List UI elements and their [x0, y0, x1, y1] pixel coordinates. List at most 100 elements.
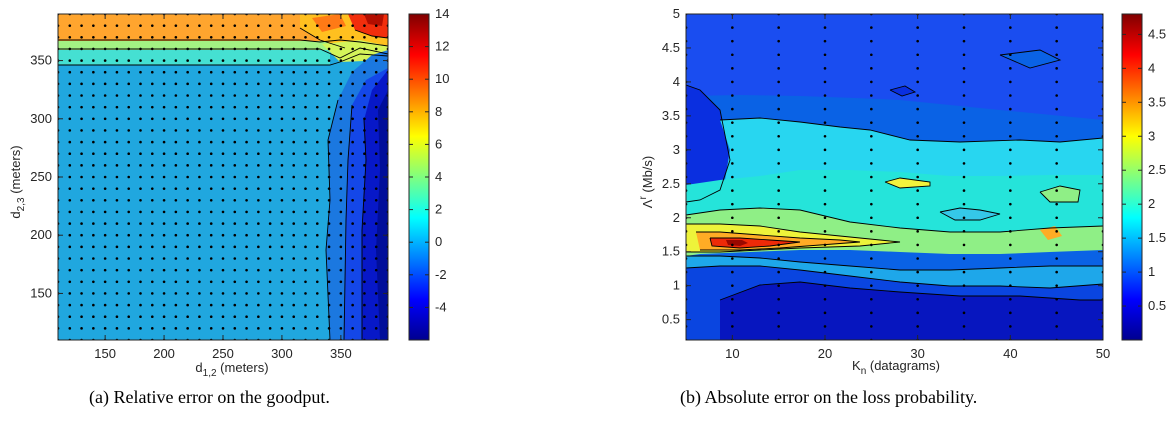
sample-point [80, 222, 83, 225]
sample-point [150, 70, 154, 74]
sample-point [777, 175, 780, 179]
sample-point [221, 245, 225, 249]
sample-point [327, 268, 331, 272]
sample-point [115, 140, 119, 144]
sample-point [209, 280, 213, 284]
sample-point [257, 187, 260, 190]
sample-point [174, 210, 178, 214]
region-a-band-38 [58, 49, 330, 65]
sample-point [103, 198, 107, 202]
sample-point [268, 59, 272, 62]
sample-point [80, 129, 83, 132]
sample-point [823, 134, 827, 138]
sample-point [351, 210, 354, 214]
sample-point [339, 117, 343, 121]
sample-point [916, 107, 919, 111]
sample-point [68, 280, 72, 284]
sample-point [292, 198, 296, 202]
sample-point [92, 164, 95, 167]
sample-point [139, 245, 142, 249]
sample-point [257, 35, 260, 39]
sample-point [92, 140, 95, 144]
sample-point [315, 35, 319, 39]
sample-point [777, 162, 780, 165]
sample-point [150, 315, 154, 319]
sample-point [162, 117, 166, 121]
sample-point [327, 222, 331, 225]
sample-point [92, 59, 95, 62]
sample-point [68, 198, 72, 202]
sample-point [92, 117, 95, 121]
sample-point [233, 82, 237, 86]
sample-point [292, 187, 296, 190]
sample-point [174, 292, 178, 295]
sample-point [315, 129, 319, 132]
sample-point [150, 303, 154, 307]
sample-point [127, 198, 131, 202]
sample-point [823, 26, 827, 29]
sample-point [339, 292, 343, 295]
sample-point [777, 257, 780, 260]
sample-point [103, 129, 107, 132]
sample-point [731, 26, 734, 29]
sample-point [1055, 270, 1058, 274]
sample-point [292, 210, 296, 214]
sample-point [174, 82, 178, 86]
sample-point [162, 140, 166, 144]
sample-point [139, 47, 142, 51]
sample-point [363, 117, 366, 121]
sample-point [327, 105, 331, 109]
sample-point [327, 59, 331, 62]
sample-point [221, 198, 225, 202]
sample-point [374, 245, 378, 249]
sample-point [1055, 80, 1058, 84]
sample-point [221, 210, 225, 214]
sample-point [363, 164, 366, 167]
sample-point [1055, 325, 1058, 328]
sample-point [268, 187, 272, 190]
sample-point [339, 245, 343, 249]
sample-point [103, 140, 107, 144]
sample-point [916, 243, 919, 247]
sample-point [1009, 202, 1012, 206]
sample-point [870, 243, 873, 247]
sample-point [823, 325, 827, 328]
sample-point [150, 257, 154, 260]
sample-point [127, 187, 131, 190]
sample-point [268, 198, 272, 202]
sample-point [127, 117, 131, 121]
sample-point [233, 47, 237, 51]
sample-point [777, 325, 780, 328]
sample-point [115, 35, 119, 39]
sample-point [351, 292, 354, 295]
sample-point [233, 152, 237, 156]
sample-point [198, 280, 201, 284]
sample-point [127, 210, 131, 214]
sample-point [80, 280, 83, 284]
sample-point [339, 187, 343, 190]
sample-point [186, 315, 189, 319]
sample-point [916, 189, 919, 192]
sample-point [115, 233, 119, 237]
sample-point [68, 257, 72, 260]
sample-point [268, 35, 272, 39]
sample-point [257, 59, 260, 62]
sample-point [777, 297, 780, 301]
sample-point [257, 70, 260, 74]
sample-point [315, 117, 319, 121]
sample-point [68, 327, 72, 330]
sample-point [233, 59, 237, 62]
contour-b-11 [939, 207, 1001, 221]
sample-point [162, 315, 166, 319]
sample-point [351, 140, 354, 144]
sample-point [823, 53, 827, 57]
sample-point [870, 297, 873, 301]
sample-point [870, 39, 873, 43]
sample-point [1009, 243, 1012, 247]
sample-point [363, 245, 366, 249]
sample-point [233, 280, 237, 284]
sample-point [292, 327, 296, 330]
sample-point [315, 257, 319, 260]
sample-point [1009, 175, 1012, 179]
sample-point [257, 257, 260, 260]
